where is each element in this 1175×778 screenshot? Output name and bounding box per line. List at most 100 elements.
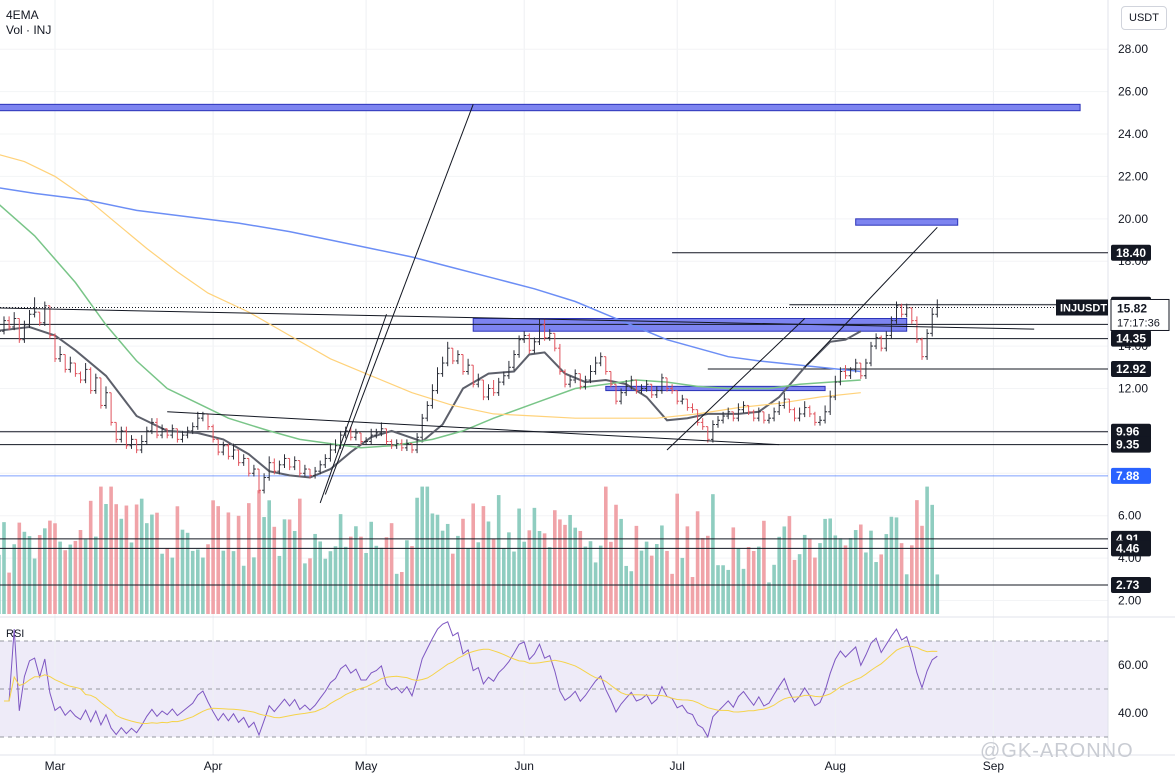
volume-bar	[150, 514, 154, 614]
rsi-label[interactable]: RSI	[6, 628, 25, 640]
volume-bar	[894, 517, 899, 614]
volume-bar	[853, 530, 858, 614]
volume-bar	[843, 545, 848, 614]
highlight-price-tag: 7.88	[1116, 469, 1140, 483]
level-price-tag-bg	[1111, 360, 1151, 377]
volume-bar	[2, 522, 6, 614]
volume-bar	[63, 550, 67, 614]
volume-bar	[604, 486, 608, 614]
volume-bar	[231, 551, 236, 614]
volume-bar	[257, 490, 261, 614]
volume-bar	[78, 530, 83, 614]
volume-bar	[83, 539, 88, 614]
trendline	[167, 411, 780, 446]
volume-bar	[879, 554, 883, 614]
volume-bar	[925, 486, 929, 614]
bar-countdown: 17:17:36	[1117, 317, 1160, 329]
volume-bar	[553, 510, 557, 614]
volume-bar	[644, 541, 649, 614]
volume-bar	[389, 523, 394, 614]
rsi-tick-label: 60.00	[1118, 658, 1148, 672]
currency-button[interactable]: USDT	[1121, 6, 1167, 30]
volume-bar	[73, 540, 78, 614]
volume-bar	[476, 542, 481, 614]
volume-bar	[425, 486, 430, 614]
volume-bar	[772, 564, 776, 614]
volume-bar	[94, 536, 98, 614]
volume-bar	[573, 527, 577, 614]
volume-bar	[639, 550, 644, 614]
trendline	[666, 318, 806, 451]
trendline	[804, 226, 938, 368]
volume-bar	[471, 503, 475, 614]
rsi-tick-label: 40.00	[1118, 706, 1148, 720]
price-tick-label: 22.00	[1118, 169, 1148, 183]
volume-bar	[226, 512, 231, 614]
volume-bar	[864, 552, 868, 614]
price-tags: 18.4015.9515.0212.929.969.354.914.462.73…	[1056, 244, 1170, 594]
volume-bar	[216, 506, 220, 614]
chart-legend[interactable]: 4EMA Vol · INJ	[6, 8, 51, 38]
volume-bar	[456, 535, 460, 614]
volume-bar	[282, 519, 287, 614]
volume-bar	[440, 530, 445, 614]
volume-bar	[517, 508, 521, 614]
volume-bar	[920, 525, 924, 614]
volume-bar	[170, 557, 175, 614]
volume-bar	[369, 521, 373, 614]
volume-bar	[241, 565, 246, 614]
rsi-line	[4, 621, 938, 739]
time-tick-label: Jul	[670, 759, 685, 773]
level-price-tag-bg	[1111, 540, 1151, 557]
volume-bar	[502, 548, 506, 614]
volume-bar	[12, 544, 16, 614]
last-price-box	[1110, 298, 1170, 331]
volume-bar	[420, 486, 424, 614]
volume-bar	[899, 543, 904, 614]
volume-bar	[53, 523, 57, 614]
volume-bar	[88, 500, 93, 614]
volume-bar	[583, 546, 588, 614]
legend-indicator-name[interactable]: 4EMA	[6, 8, 39, 22]
volume-bar	[802, 534, 807, 614]
volume-bar	[731, 527, 736, 614]
volume-bar	[139, 498, 144, 614]
price-tick-label: 26.00	[1118, 85, 1148, 99]
volume-bar	[451, 553, 455, 614]
volume-bar	[797, 554, 802, 614]
volume-bar	[700, 538, 705, 614]
volume-bar	[711, 494, 715, 614]
volume-bar	[721, 565, 725, 614]
volume-bar	[736, 548, 741, 614]
level-price-tag-bg	[1111, 436, 1151, 453]
time-tick-label: Apr	[204, 759, 223, 773]
volume-bar	[359, 536, 363, 614]
volume-bar	[405, 540, 409, 614]
volume-bar	[211, 500, 215, 614]
trendline	[319, 314, 387, 504]
volume-bar	[609, 541, 613, 614]
price-axis[interactable]: 2.004.006.008.0010.0012.0014.0016.0018.0…	[1118, 42, 1148, 720]
volume-bar	[542, 533, 547, 614]
volume-bar	[466, 548, 470, 614]
trendline	[324, 104, 474, 495]
support-resistance-zone	[855, 218, 959, 226]
volume-bar	[593, 562, 598, 614]
ema-line	[0, 204, 861, 449]
volume-bar	[588, 541, 593, 614]
volume-bar	[874, 562, 878, 614]
volume-bar	[343, 546, 348, 614]
time-tick-label: Jun	[515, 759, 534, 773]
time-axis[interactable]: Mar Apr May Jun Jul Aug Sep	[45, 759, 1005, 773]
trendlines	[0, 104, 1035, 504]
volume-bar	[313, 533, 317, 614]
volume-bar	[726, 569, 730, 614]
legend-volume-name[interactable]: Vol · INJ	[6, 23, 52, 37]
volume-bar	[201, 557, 205, 614]
volume-bar	[252, 557, 256, 614]
volume-bar	[17, 522, 22, 614]
volume-bar	[318, 541, 322, 614]
volume-bar	[160, 553, 164, 614]
price-tick-label: 12.00	[1118, 381, 1148, 395]
